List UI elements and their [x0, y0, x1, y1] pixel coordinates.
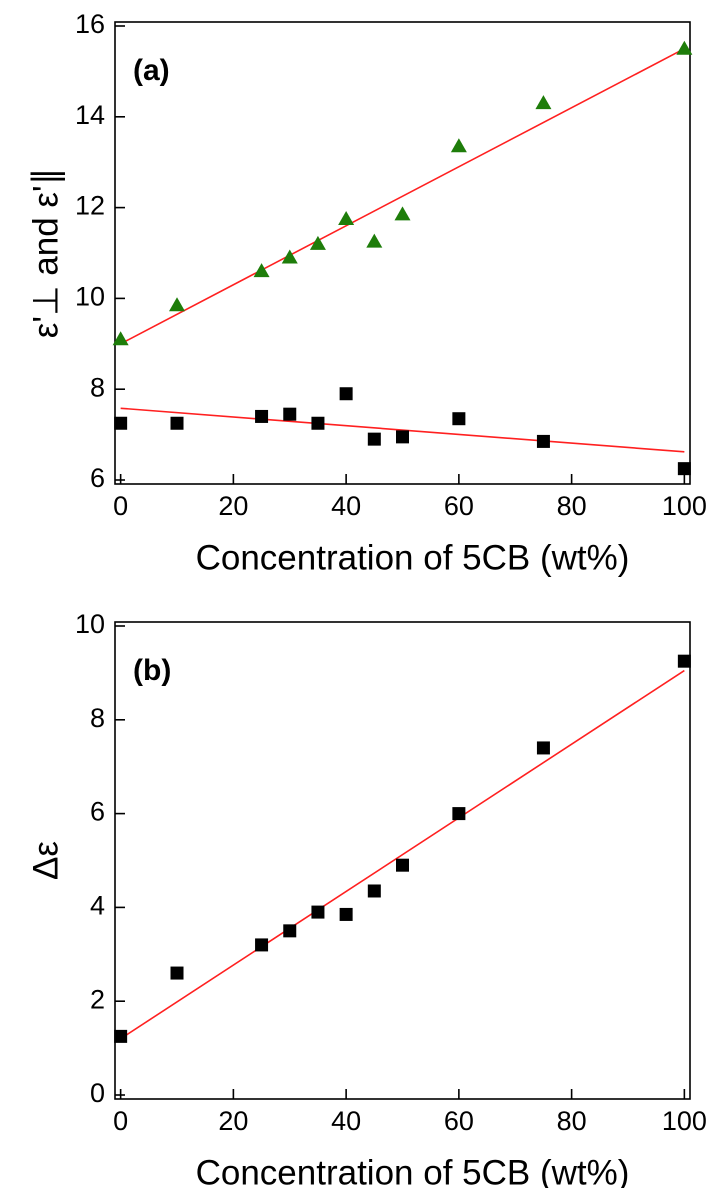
y-tick-label: 4 [90, 891, 105, 921]
x-tick-label: 0 [113, 1106, 128, 1136]
square-point [396, 430, 409, 444]
plot-frame [114, 621, 691, 1100]
triangle-point [535, 95, 552, 110]
y-tick-label: 14 [75, 100, 105, 130]
plot-frame [114, 21, 691, 485]
square-point [339, 907, 353, 921]
fit-line [120, 47, 685, 345]
square-point [339, 387, 353, 401]
x-tick-label: 80 [557, 491, 587, 521]
y-tick-label: 6 [90, 797, 105, 827]
x-tick-label: 100 [662, 1106, 707, 1136]
square-point [536, 434, 550, 448]
triangle-point [309, 235, 326, 250]
x-tick-label: 100 [662, 491, 707, 521]
x-tick-label: 40 [331, 491, 361, 521]
x-tick-label: 60 [444, 1106, 474, 1136]
triangle-point [450, 138, 467, 153]
square-point [283, 924, 297, 938]
square-point [677, 654, 691, 668]
fit-line [120, 669, 685, 1040]
y-tick-label: 10 [75, 609, 105, 639]
x-tick-label: 60 [444, 491, 474, 521]
square-point [255, 938, 269, 952]
y-tick-label: 8 [90, 372, 105, 402]
square-point [311, 905, 325, 919]
x-axis-label: Concentration of 5CB (wt%) [196, 538, 630, 577]
x-axis-label: Concentration of 5CB (wt%) [196, 1153, 630, 1188]
y-tick-label: 8 [90, 703, 105, 733]
panel-label: (a) [133, 54, 170, 87]
triangle-point [169, 297, 186, 312]
fit-line [120, 407, 685, 453]
x-tick-label: 20 [218, 491, 248, 521]
square-point [255, 409, 269, 423]
square-point [396, 858, 409, 872]
x-tick-label: 0 [113, 491, 128, 521]
square-point [114, 416, 128, 430]
square-point [367, 432, 381, 446]
triangle-point [394, 206, 411, 221]
triangle-point [676, 40, 693, 55]
x-tick-label: 20 [218, 1106, 248, 1136]
y-tick-label: 10 [75, 282, 105, 312]
square-point [170, 416, 184, 430]
y-tick-label: 6 [90, 463, 105, 493]
triangle-point [366, 233, 383, 248]
panel-label: (b) [133, 654, 171, 687]
triangle-point [253, 263, 270, 278]
y-axis-label: ε'⊥ and ε'∥ [26, 168, 65, 338]
y-tick-label: 16 [75, 9, 105, 39]
square-point [452, 412, 466, 426]
square-point [536, 741, 550, 755]
square-point [452, 807, 466, 821]
square-point [170, 966, 184, 980]
square-point [367, 884, 381, 898]
x-tick-label: 80 [557, 1106, 587, 1136]
square-point [311, 416, 325, 430]
triangle-point [338, 210, 355, 225]
y-axis-label: Δε [26, 841, 65, 880]
y-tick-label: 2 [90, 984, 105, 1014]
x-tick-label: 40 [331, 1106, 361, 1136]
triangle-point [281, 249, 298, 264]
triangle-point [112, 331, 129, 346]
y-tick-label: 0 [90, 1078, 105, 1108]
square-point [677, 462, 691, 476]
square-point [283, 407, 297, 421]
y-tick-label: 12 [75, 191, 105, 221]
square-point [114, 1029, 128, 1043]
